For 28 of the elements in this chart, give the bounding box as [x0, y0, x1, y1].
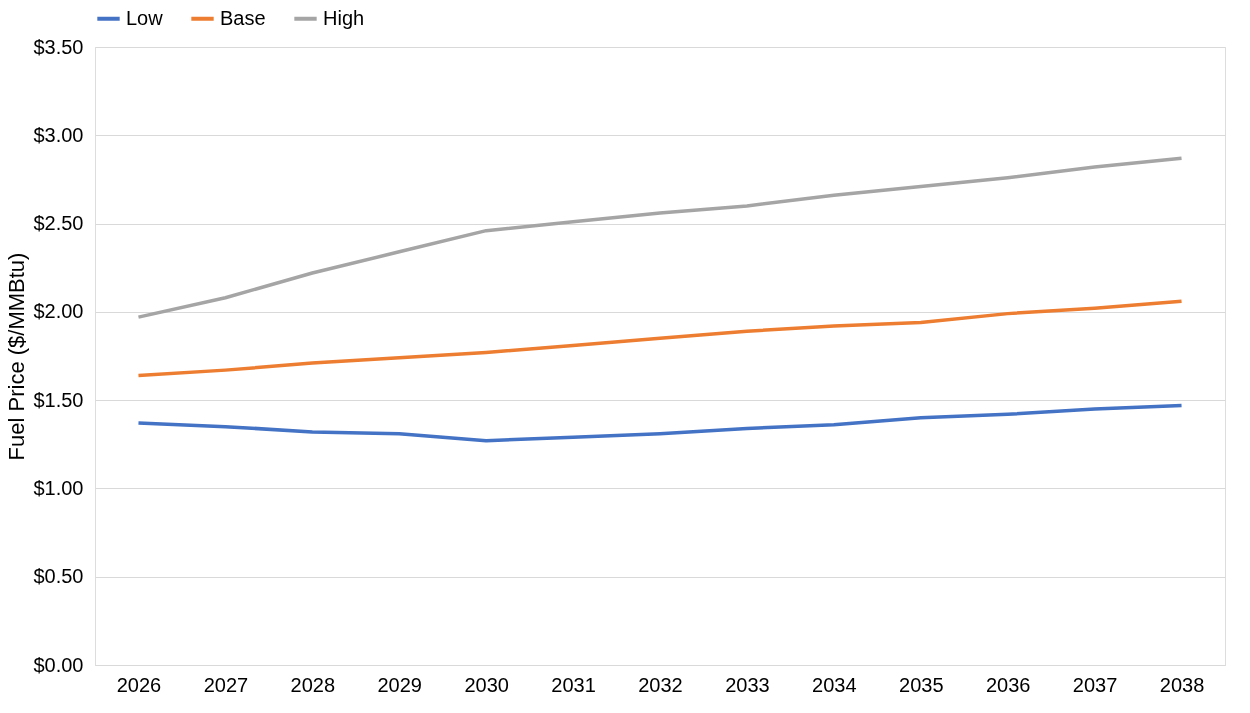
- x-tick-label: 2032: [638, 673, 683, 696]
- y-tick-label: $3.50: [33, 35, 84, 58]
- line-series: [136, 299, 1184, 378]
- x-tick-label: 2027: [203, 673, 249, 696]
- x-tick-label: 2035: [899, 673, 944, 696]
- x-tick-label: 2028: [290, 673, 336, 696]
- x-tick-label: 2030: [464, 673, 509, 696]
- x-tick-label: 2034: [812, 673, 857, 696]
- y-tick-label: $1.00: [33, 476, 84, 499]
- legend-label: Base: [220, 6, 266, 29]
- y-tick-label: $2.50: [33, 212, 84, 235]
- y-axis-title: Fuel Price ($/MMBtu): [4, 252, 30, 461]
- y-tick-label: $2.00: [33, 300, 84, 323]
- x-tick-label: 2029: [377, 673, 422, 696]
- x-tick-label: 2026: [116, 673, 162, 696]
- y-tick-label: $0.00: [33, 653, 84, 676]
- y-tick-label: $0.50: [33, 565, 84, 588]
- x-tick-label: 2031: [551, 673, 596, 696]
- line-series: [136, 403, 1184, 443]
- x-tick-label: 2037: [1072, 673, 1118, 696]
- line-series: [136, 156, 1184, 319]
- x-tick-label: 2038: [1159, 673, 1205, 696]
- y-tick-label: $1.50: [33, 388, 84, 411]
- x-tick-label: 2033: [725, 673, 770, 696]
- x-tick-label: 2036: [985, 673, 1031, 696]
- legend-label: High: [323, 6, 365, 29]
- legend-label: Low: [126, 6, 164, 29]
- y-tick-label: $3.00: [33, 123, 84, 146]
